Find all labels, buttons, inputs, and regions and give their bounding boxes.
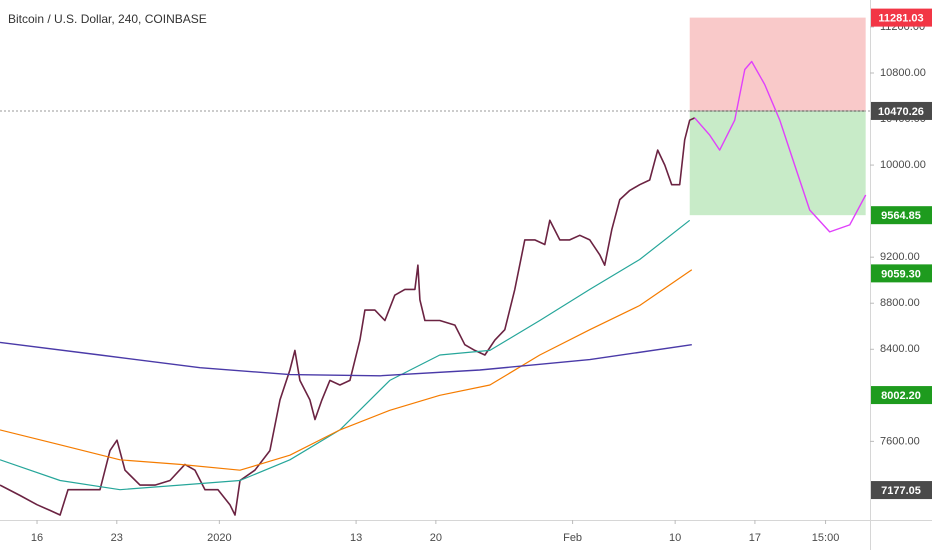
price-label: 10470.26 (878, 106, 924, 118)
x-tick-label: 23 (111, 532, 123, 544)
x-tick-label: 17 (749, 532, 761, 544)
price-label-box (871, 101, 932, 120)
y-tick-label: 10800.00 (880, 67, 926, 79)
series-line (0, 341, 692, 377)
y-tick-label: 8400.00 (880, 343, 920, 355)
x-tick-label: 20 (430, 532, 442, 544)
chart-title: Bitcoin / U.S. Dollar, 240, COINBASE (8, 12, 207, 26)
series-line (0, 117, 696, 516)
price-label: 8002.20 (881, 390, 921, 402)
y-tick-label: 10000.00 (880, 159, 926, 171)
x-tick-label: 13 (350, 532, 362, 544)
price-label: 11281.03 (878, 13, 923, 25)
y-tick-label: 9200.00 (880, 251, 920, 263)
price-label-box (871, 8, 932, 27)
price-label-box (871, 264, 932, 283)
x-tick-label: 15:00 (812, 532, 840, 544)
x-tick-label: 2020 (207, 532, 231, 544)
x-tick-label: 10 (669, 532, 681, 544)
x-tick-label: Feb (563, 532, 582, 544)
price-label-box (871, 206, 932, 225)
price-label-box (871, 481, 932, 500)
price-label: 9059.30 (881, 268, 921, 280)
y-tick-label: 8800.00 (880, 297, 920, 309)
price-label: 9564.85 (881, 210, 921, 222)
y-tick-label: 7600.00 (880, 435, 920, 447)
x-tick-label: 16 (31, 532, 43, 544)
stop-zone (689, 17, 866, 111)
target-zone (689, 110, 866, 216)
price-label: 7177.05 (881, 485, 921, 497)
series-line (694, 60, 867, 233)
series-line (0, 269, 693, 471)
price-label-box (871, 386, 932, 405)
series-line (0, 219, 691, 491)
